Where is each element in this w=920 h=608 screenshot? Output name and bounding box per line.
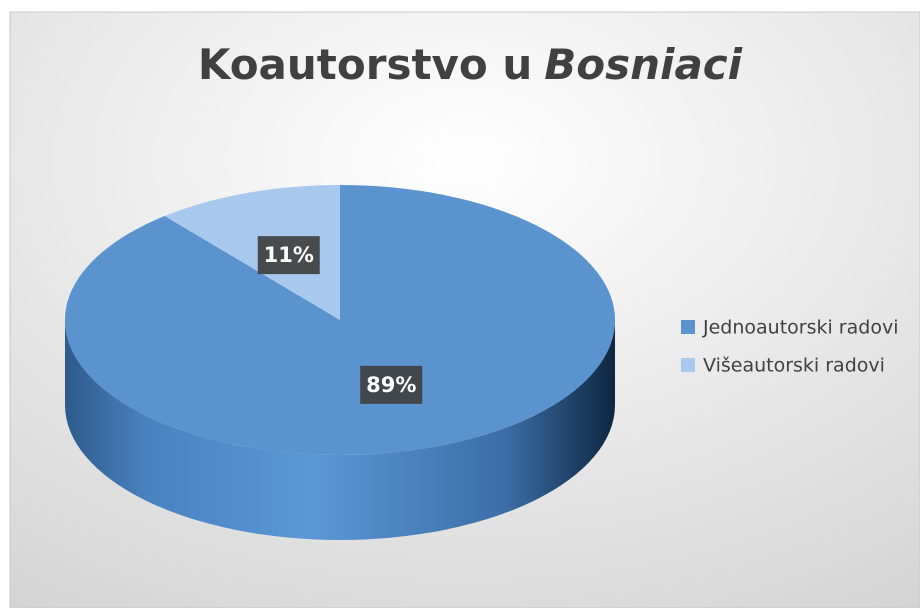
pie-side xyxy=(65,320,615,540)
title-emphasis: Bosniaci xyxy=(544,40,742,89)
legend-label: Jednoautorski radovi xyxy=(702,317,898,339)
legend-swatch xyxy=(681,320,695,334)
legend: Jednoautorski radovi Višeautorski radovi xyxy=(681,317,898,377)
pie-slice xyxy=(164,185,340,320)
data-label-box xyxy=(257,236,320,275)
pie: 89% 11% xyxy=(64,185,615,540)
legend-swatch xyxy=(681,358,695,372)
pie-slice xyxy=(64,185,615,456)
chart-title: Koautorstvo u Bosniaci xyxy=(198,40,743,89)
legend-label: Višeautorski radovi xyxy=(703,355,885,377)
title-text: Koautorstvo u xyxy=(198,40,532,89)
data-label: 89% xyxy=(366,373,416,397)
data-label-box xyxy=(360,365,423,404)
data-label: 11% xyxy=(264,243,314,267)
